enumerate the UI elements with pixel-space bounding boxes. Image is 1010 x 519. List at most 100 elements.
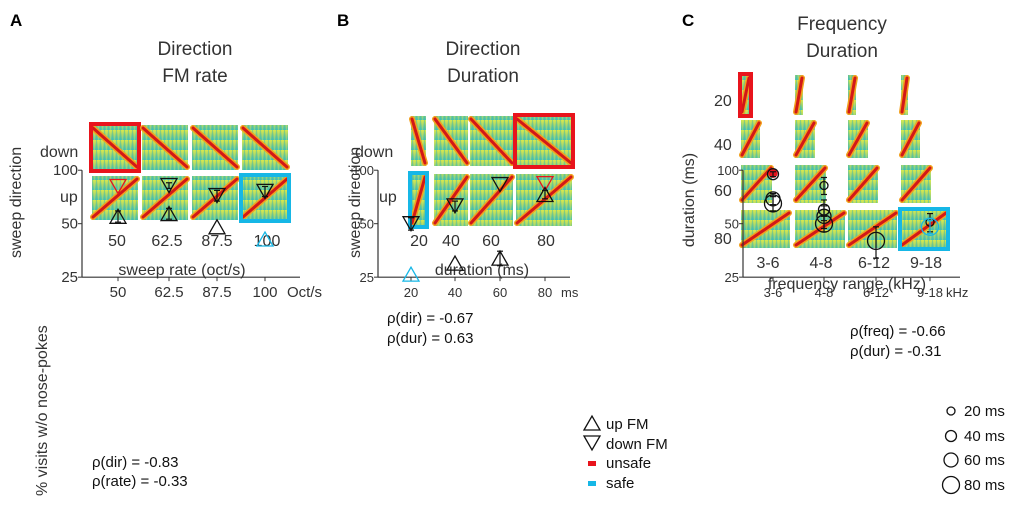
spectrogram-tile: [408, 171, 429, 229]
spectrogram-tile: [899, 120, 922, 158]
duration-point: [766, 168, 780, 181]
legend-b-label: up FM: [606, 416, 649, 433]
panel-c-col-label: 4-8: [809, 255, 832, 272]
panel-c-row-label: 20: [714, 93, 732, 110]
panel-b-col-label: 80: [537, 233, 555, 250]
panel-label-b: B: [337, 11, 349, 30]
x-unit-label: ms: [561, 285, 579, 300]
legend-b-label: down FM: [606, 436, 668, 453]
spectrogram-tile: [468, 116, 515, 166]
spectrogram-tile: [514, 174, 574, 226]
panel-c-spectrogram-grid: [738, 72, 950, 251]
x-tick-label: 6-12: [863, 285, 889, 300]
spectrogram-tile: [793, 120, 817, 158]
panel-c-row-axis-label: duration (ms): [681, 153, 698, 247]
panel-c-row-label: 80: [714, 231, 732, 248]
spectrogram-tile: [899, 165, 933, 203]
y-tick-label: 25: [725, 270, 739, 285]
down-fm-point: [445, 198, 465, 215]
spectrogram-tile: [846, 75, 858, 115]
spectrogram-tile: [739, 210, 792, 248]
spectrogram-tile: [793, 75, 805, 115]
legend-up-triangle-icon: [582, 414, 602, 431]
duration-point: [819, 180, 829, 191]
x-tick-label: 4-8: [815, 285, 834, 300]
plot-b: 25 50 100 20 40 60 80 ms: [352, 163, 579, 300]
y-tick-label: 50: [61, 216, 78, 233]
spectrogram-tile: [190, 125, 240, 170]
down-fm-point: [490, 176, 510, 193]
up-fm-point: [207, 218, 227, 235]
panel-a-title-line1: Direction: [158, 39, 233, 60]
spectrogram-tile: [190, 176, 240, 220]
panel-b-spectrogram-grid: [408, 113, 575, 229]
plot-a-annotation: ρ(dir) = -0.83: [92, 454, 178, 471]
panel-c-col-label: 3-6: [756, 255, 779, 272]
plot-c: 25 50 100 3-6 4-8 6-12 9-18 kHz: [717, 163, 968, 300]
panel-a-col-label: 50: [108, 233, 126, 250]
spectrogram-tile: [409, 116, 428, 166]
duration-point: [866, 231, 886, 251]
x-tick-label: 9-18: [917, 285, 943, 300]
up-fm-point: [490, 249, 510, 266]
y-tick-label: 100: [53, 162, 78, 179]
panel-b-row-label-up: up: [379, 189, 397, 206]
y-tick-label: 25: [360, 270, 374, 285]
panel-c-col-label: 6-12: [858, 255, 890, 272]
down-fm-point: [401, 216, 421, 232]
spectrogram-tile: [846, 120, 870, 158]
panel-b-row-label-down: down: [355, 144, 393, 161]
panel-a-spectrogram-grid: [89, 122, 291, 223]
y-tick-label: 50: [725, 217, 739, 232]
spectrogram-tile: [90, 176, 140, 220]
legend-c-label: 20 ms: [964, 403, 1005, 420]
x-tick-label: 62.5: [154, 284, 183, 301]
plot-a-ylabel: % visits w/o nose-pokes: [34, 325, 51, 496]
panel-a-col-label: 62.5: [151, 233, 182, 250]
panel-label-c: C: [682, 11, 694, 30]
down-fm-point: [535, 176, 555, 192]
x-unit-label: kHz: [946, 285, 968, 300]
legend-b: up FM down FM unsafe safe: [582, 414, 668, 492]
x-tick-label: 3-6: [764, 285, 783, 300]
panel-a-row-label-down: down: [40, 144, 78, 161]
up-fm-point: [445, 254, 465, 271]
panel-b-title-line1: Direction: [446, 39, 521, 60]
panel-c-title-line1: Frequency: [797, 14, 887, 35]
panel-a-col-axis-label: sweep rate (oct/s): [118, 262, 245, 279]
panel-c-title-line2: Duration: [806, 41, 878, 62]
panel-c-row-label: 40: [714, 137, 732, 154]
down-fm-point: [108, 178, 128, 195]
x-tick-label: 87.5: [202, 284, 231, 301]
legend-safe-swatch: [588, 481, 596, 486]
panel-a-title-line2: FM rate: [162, 66, 227, 87]
x-tick-label: 40: [448, 285, 462, 300]
y-tick-label: 50: [360, 217, 374, 232]
y-tick-label: 25: [61, 269, 78, 286]
panel-a-col-label: 87.5: [201, 233, 232, 250]
panel-label-a: A: [10, 11, 22, 30]
y-tick-label: 100: [717, 163, 739, 178]
panel-a-row-axis-label: sweep direction: [8, 147, 25, 258]
up-fm-point: [255, 230, 275, 247]
spectrogram-tile: [898, 207, 950, 251]
up-fm-point: [401, 265, 421, 282]
panel-c-row-label: 60: [714, 183, 732, 200]
up-fm-point: [108, 208, 128, 224]
legend-down-triangle-icon: [582, 435, 602, 452]
x-tick-label: 20: [404, 285, 418, 300]
x-tick-label: 100: [252, 284, 277, 301]
spectrogram-tile: [793, 165, 828, 203]
spectrogram-tile: [846, 210, 899, 248]
panel-b-col-label: 60: [482, 233, 500, 250]
plot-c-annotation: ρ(dur) = -0.31: [850, 343, 942, 360]
legend-c: 20 ms 40 ms 60 ms 80 ms: [941, 403, 1005, 495]
duration-point: [920, 217, 940, 236]
legend-b-label: safe: [606, 475, 634, 492]
duration-point: [814, 214, 834, 233]
duration-point: [763, 194, 783, 213]
panel-b-col-label: 20: [410, 233, 428, 250]
legend-b-label: unsafe: [606, 455, 651, 472]
spectrogram-tile: [513, 113, 575, 169]
legend-size-circle-icon: [943, 452, 959, 468]
